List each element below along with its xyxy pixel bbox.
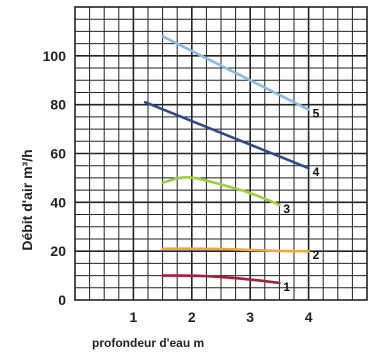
series-line-1 [161,274,281,285]
x-tick-label: 1 [130,309,138,325]
series-line-2 [161,247,310,253]
y-tick-label: 40 [50,194,66,210]
series-label-4: 4 [313,165,320,179]
chart-grid [74,6,368,301]
series-label-2: 2 [313,248,320,262]
y-tick-label: 60 [50,146,66,162]
y-tick-label: 100 [43,48,67,64]
y-tick-label: 0 [58,292,66,308]
x-tick-label: 3 [246,309,254,325]
x-tick-label: 4 [305,309,313,325]
series-line-5 [161,35,310,111]
series-line-4 [143,100,310,170]
x-axis-ticks: 1 2 3 4 [130,309,313,325]
series-label-5: 5 [313,107,320,121]
series-line-3 [161,176,281,207]
y-tick-label: 80 [50,97,66,113]
y-axis-label: Débit d'air m³/h [19,149,35,250]
x-tick-label: 2 [188,309,196,325]
chart-series: 5 4 3 2 1 [143,35,320,294]
series-label-1: 1 [283,280,290,294]
x-axis-label: profondeur d'eau m [92,336,204,350]
y-axis-ticks: 0 20 40 60 80 100 [43,48,67,308]
y-tick-label: 20 [50,243,66,259]
series-label-3: 3 [283,202,290,216]
